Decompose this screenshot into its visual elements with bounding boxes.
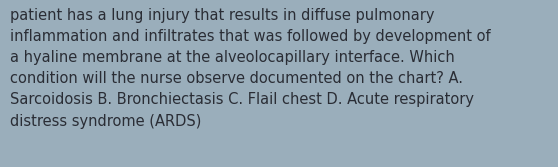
Text: patient has a lung injury that results in diffuse pulmonary
inflammation and inf: patient has a lung injury that results i… bbox=[10, 8, 490, 129]
